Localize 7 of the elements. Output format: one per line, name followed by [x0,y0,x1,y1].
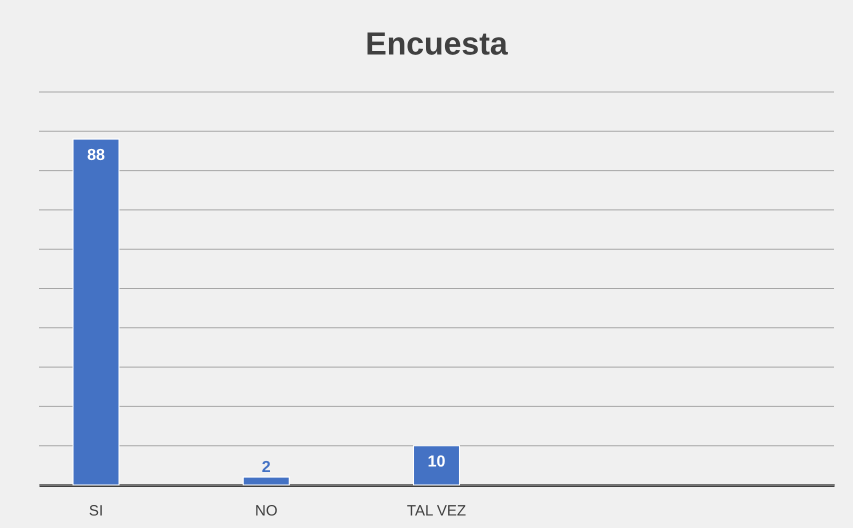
x-tick-label: SI [88,502,104,520]
chart-title: Encuesta [365,26,508,62]
data-label: 88 [87,147,106,164]
x-tick-label: TAL VEZ [406,502,466,520]
data-label: 2 [262,459,271,476]
x-tick-label: NO [255,502,278,520]
data-label: 10 [428,454,446,471]
